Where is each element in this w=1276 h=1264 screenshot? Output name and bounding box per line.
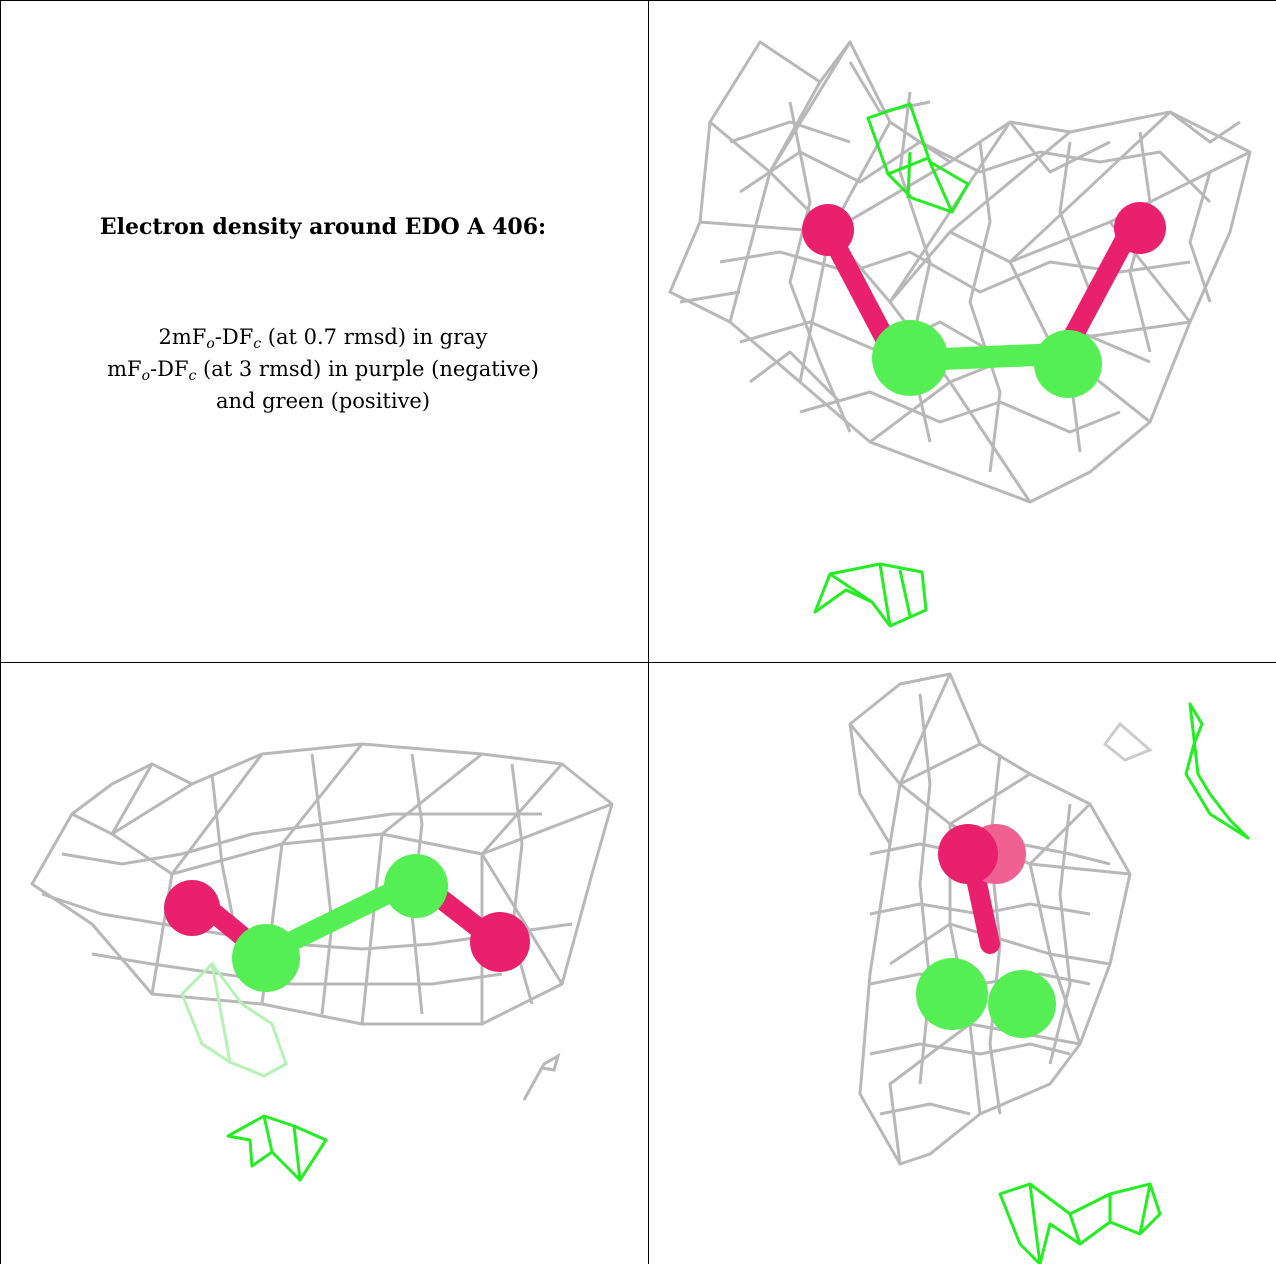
atom-o1 <box>802 204 854 256</box>
atom-o1 <box>938 824 998 884</box>
edo-molecule <box>916 824 1056 1038</box>
gray-fragment <box>1102 721 1153 762</box>
grid-divider-horizontal <box>0 662 1276 663</box>
edo-molecule <box>164 854 530 992</box>
density-view-2 <box>2 664 648 1264</box>
caption-line-1: 2mFo-DFc (at 0.7 rmsd) in gray <box>158 325 488 352</box>
green-mesh <box>998 702 1250 1264</box>
caption-heading: Electron density around EDO A 406: <box>99 214 547 240</box>
atom-o2 <box>1114 202 1166 254</box>
density-view-3 <box>650 664 1276 1264</box>
caption-line-2: mFo-DFc (at 3 rmsd) in purple (negative) <box>107 357 539 384</box>
density-view-1-svg <box>668 40 1252 628</box>
bond-c2-o2 <box>1060 220 1140 352</box>
density-view-2-svg <box>30 742 614 1182</box>
atom-o1 <box>164 880 220 936</box>
caption-line-3: and green (positive) <box>215 389 431 413</box>
density-view-3-svg <box>848 672 1250 1264</box>
atom-c2 <box>1034 330 1102 398</box>
caption-panel: Electron density around EDO A 406: 2mFo-… <box>0 0 646 660</box>
density-view-1 <box>650 2 1276 660</box>
atom-o2 <box>470 912 530 972</box>
green-mesh <box>226 1114 328 1182</box>
atom-c1 <box>872 320 948 396</box>
gray-mesh <box>30 742 614 1026</box>
atom-c1 <box>916 958 988 1030</box>
grid-border-left <box>0 0 1 1264</box>
faint-green-mesh <box>180 961 288 1078</box>
gray-mesh <box>668 40 1252 504</box>
grid-divider-vertical <box>648 0 649 1264</box>
bond-o1-c1 <box>820 224 902 362</box>
green-mesh <box>813 102 970 628</box>
gray-fragment <box>522 1052 561 1101</box>
edo-molecule <box>802 202 1166 398</box>
atom-c2 <box>384 854 448 918</box>
atom-c2 <box>988 970 1056 1038</box>
atom-c1 <box>232 924 300 992</box>
grid-border-top <box>0 0 1276 1</box>
